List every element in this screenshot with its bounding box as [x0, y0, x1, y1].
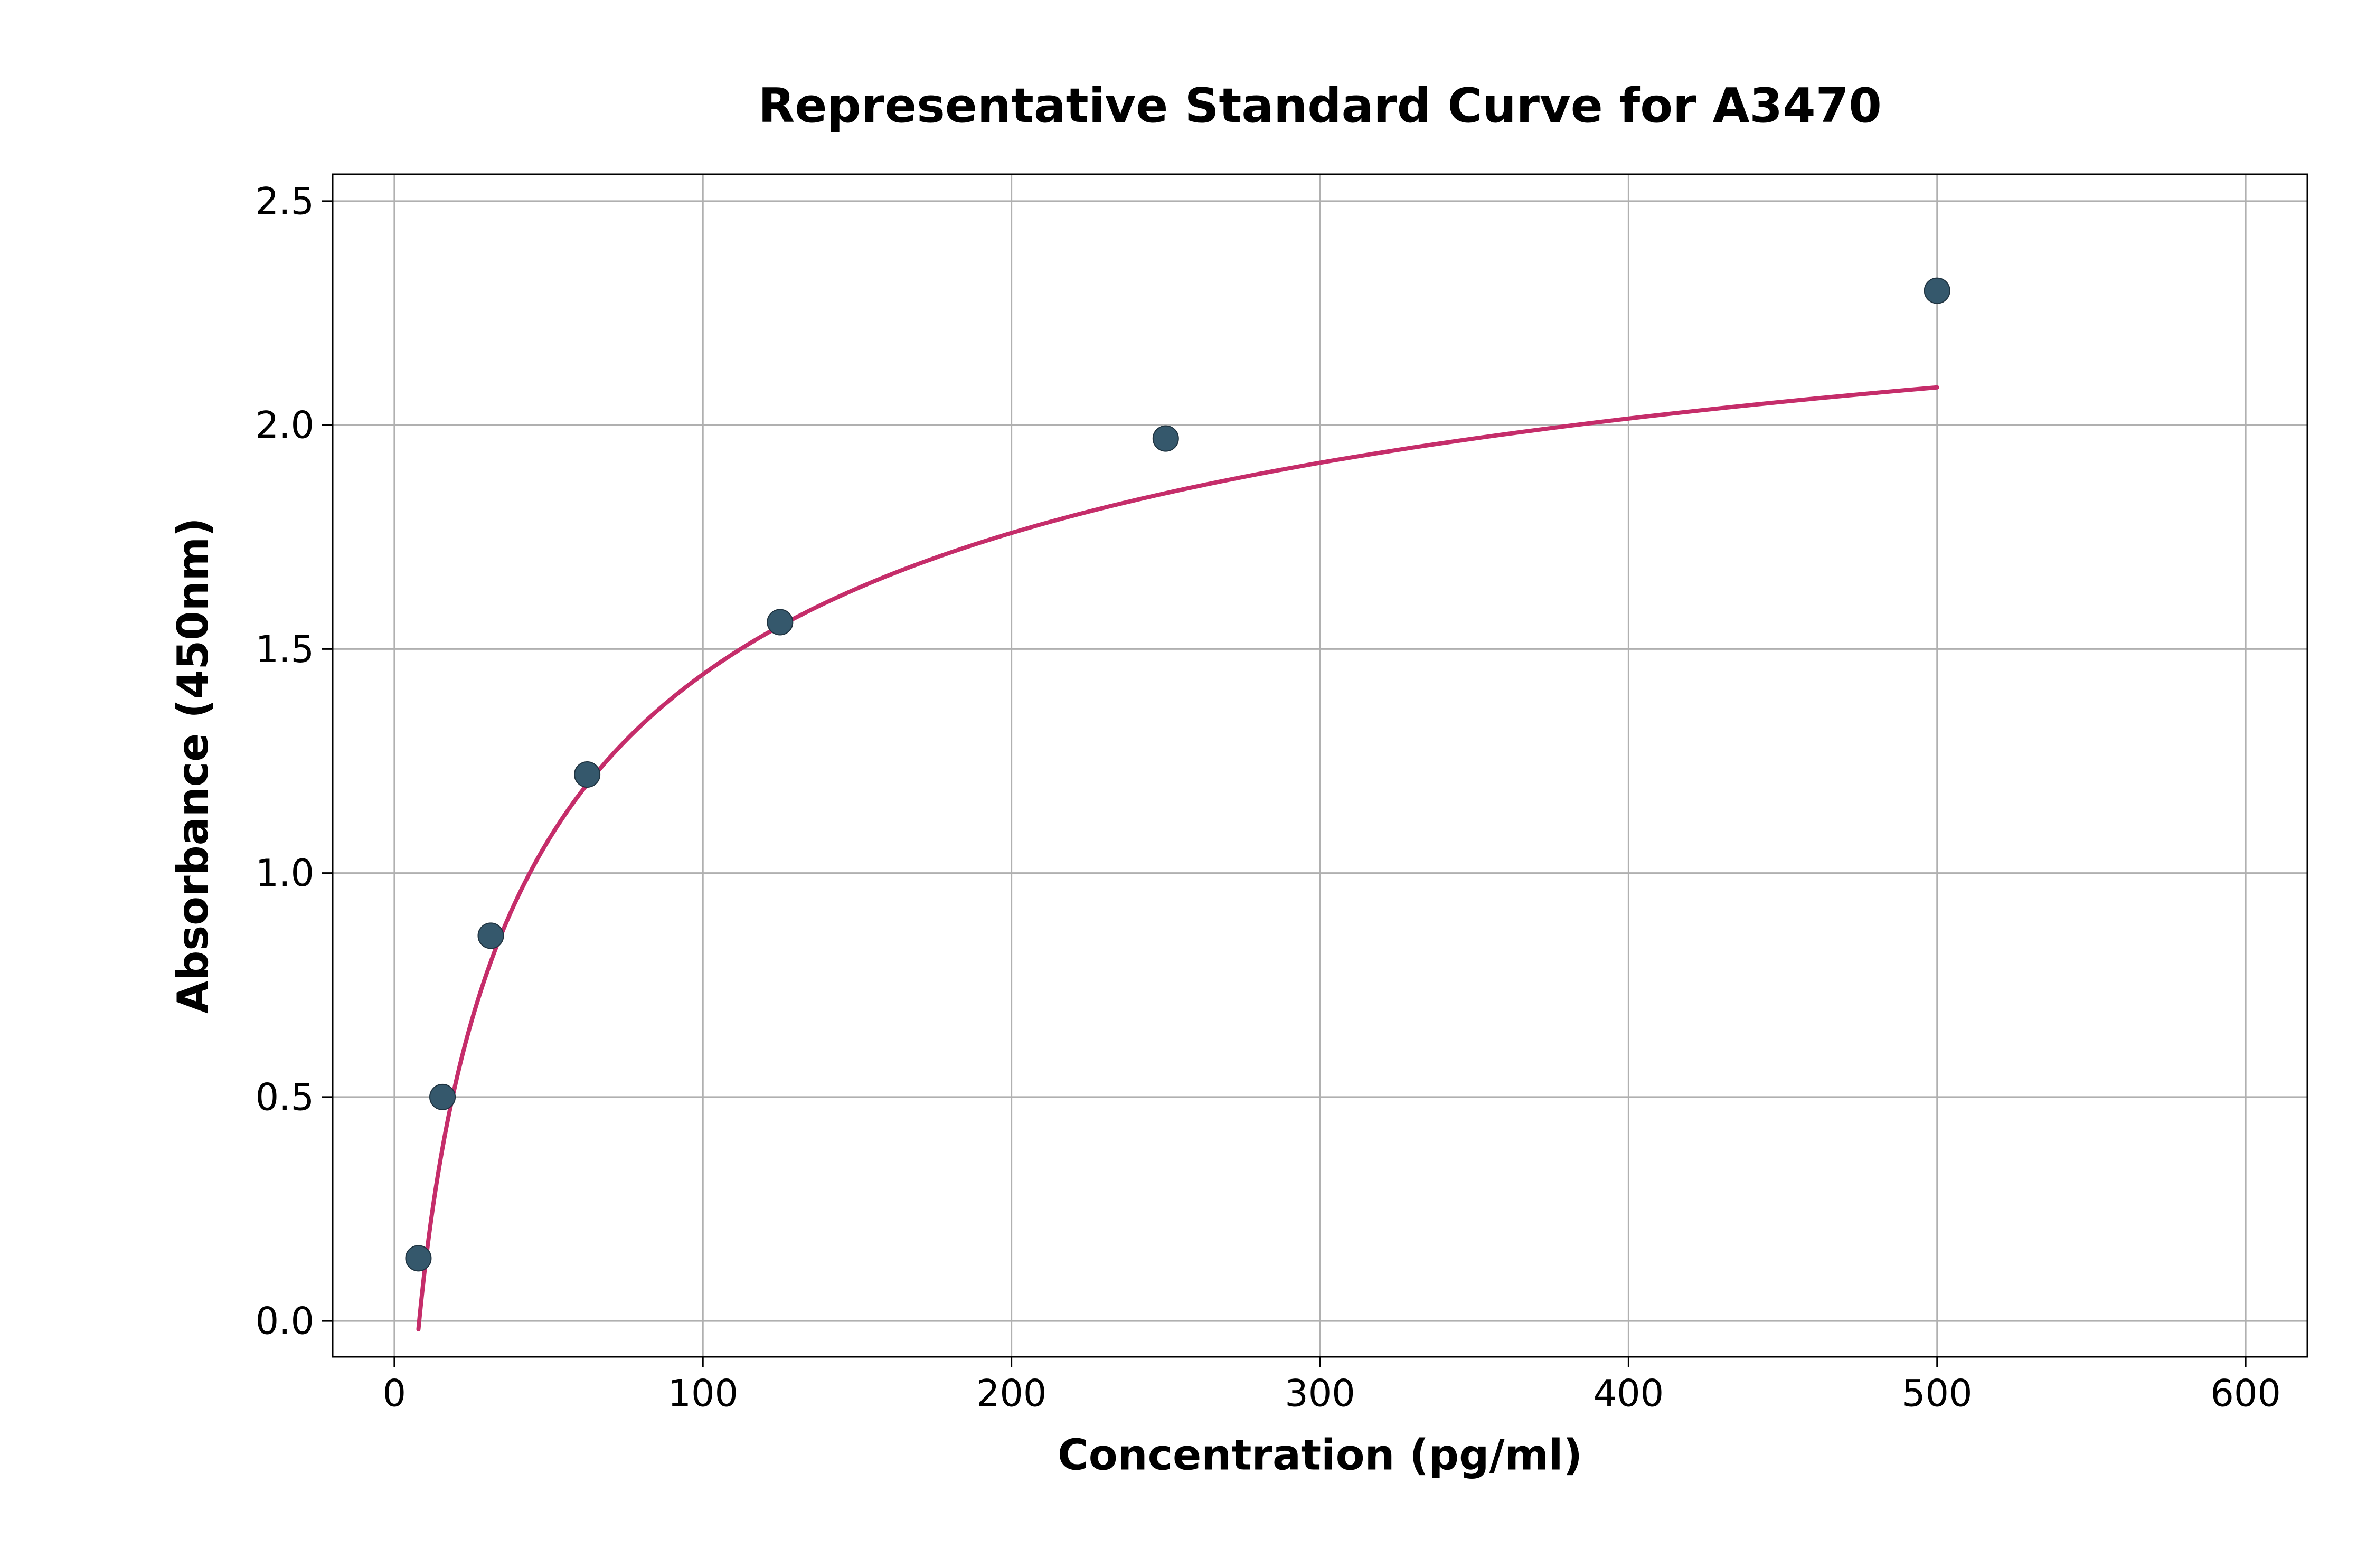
chart-container: 0 100 200 300 400 500 600 0.0 0.5 1.0 1.5 2.0 2.5 Con… [0, 0, 2376, 1568]
x-tick-label: 300 [1285, 1372, 1355, 1415]
data-point [1153, 426, 1178, 451]
x-tick-label: 600 [2210, 1372, 2281, 1415]
y-tick-label: 1.0 [256, 852, 314, 895]
data-point [767, 609, 793, 635]
y-tick-label: 0.0 [256, 1300, 314, 1343]
y-tick-label: 2.0 [256, 404, 314, 447]
data-point [406, 1245, 431, 1271]
data-point [430, 1084, 455, 1110]
y-tick-label: 2.5 [256, 180, 314, 223]
x-tick-label: 400 [1594, 1372, 1664, 1415]
x-tick-label: 100 [667, 1372, 738, 1415]
y-axis-label: Absorbance (450nm) [168, 517, 218, 1013]
x-tick-label: 500 [1902, 1372, 1973, 1415]
x-axis-label: Concentration (pg/ml) [1058, 1431, 1582, 1480]
data-point [478, 923, 503, 948]
chart-svg: 0 100 200 300 400 500 600 0.0 0.5 1.0 1.5 2.0 2.5 Con… [0, 0, 2376, 1568]
x-tick-label: 0 [383, 1372, 407, 1415]
x-tick-label: 200 [976, 1372, 1047, 1415]
y-tick-label: 1.5 [256, 628, 314, 671]
y-tick-label: 0.5 [256, 1075, 314, 1119]
data-point [574, 762, 600, 787]
data-point [1925, 278, 1950, 304]
chart-title: Representative Standard Curve for A3470 [758, 78, 1882, 134]
